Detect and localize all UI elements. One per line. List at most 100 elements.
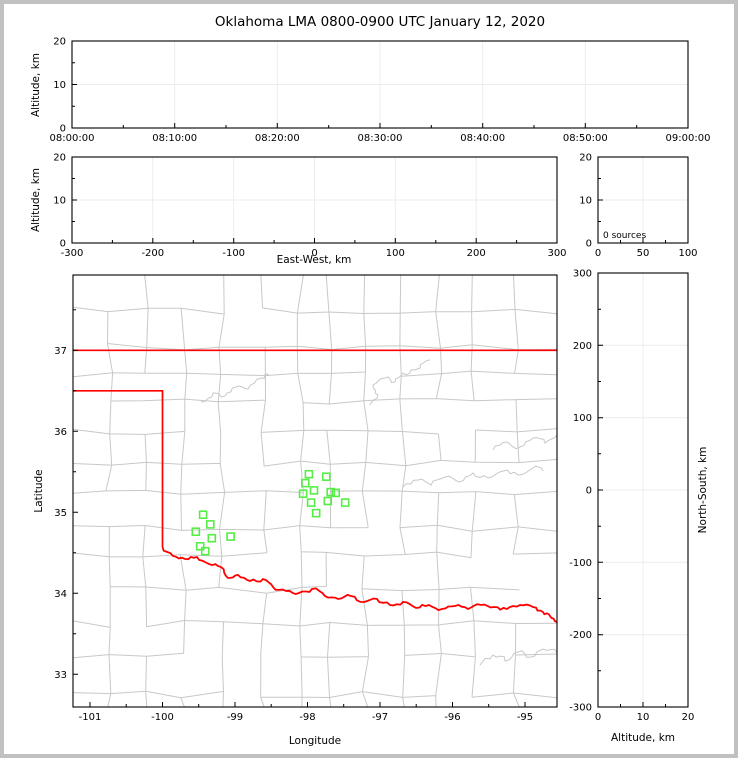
lma-stations	[191, 469, 350, 556]
x-axis-label-altitude-ns: Altitude, km	[611, 732, 675, 744]
panel-altitude-vs-time: 08:00:00 08:10:00 08:20:00 08:30:00 08:40:00…	[50, 37, 711, 145]
x-tick-label: 0	[595, 712, 601, 723]
panel-source-histogram: 0 50 100 0 10 20	[579, 153, 697, 260]
x-ticks	[71, 238, 558, 243]
station-marker	[340, 498, 350, 507]
x-tick-label: -200	[141, 248, 164, 259]
x-axis-label-eastwest: East-West, km	[277, 254, 352, 266]
y-tick-label: 10	[579, 196, 592, 207]
y-ticks	[598, 156, 603, 244]
y-tick-label: 100	[573, 413, 592, 424]
county-lines	[73, 275, 557, 707]
station-marker	[326, 487, 336, 497]
station-marker	[198, 510, 208, 520]
river-line	[492, 434, 557, 451]
source-count-annotation: 0 sources	[603, 231, 646, 241]
y-tick-label: 200	[573, 341, 592, 352]
x-tick-label: -100	[222, 248, 245, 259]
panel-altitude-vs-eastwest: -300 -200 -100 0 100 200 300 0 10 20	[53, 153, 566, 260]
panel-northsouth-vs-altitude: 0 10 20 -300 -200 -100 0 100 200 300	[569, 269, 694, 724]
x-tick-label: 100	[386, 248, 405, 259]
y-tick-label: -200	[569, 630, 592, 641]
x-tick-label: 0	[311, 248, 317, 259]
gridlines	[598, 273, 688, 707]
river-line	[402, 465, 544, 488]
y-axis-label-altitude-time: Altitude, km	[30, 53, 42, 117]
x-tick-label: 20	[682, 712, 695, 723]
station-marker	[309, 486, 319, 495]
x-tick-label: -95	[517, 712, 533, 723]
station-marker	[311, 508, 321, 518]
x-tick-label: -99	[227, 712, 243, 723]
panel-plan-view-map: -101 -100 -99 -98 -97 -96 -95 33 34 35 36 37	[54, 274, 558, 723]
y-tick-label: 0	[586, 486, 592, 497]
x-tick-label: 08:30:00	[358, 133, 403, 144]
y-tick-label: 33	[54, 670, 67, 681]
x-tick-label: 10	[637, 712, 650, 723]
y-ticks	[598, 272, 603, 708]
station-marker	[323, 496, 333, 506]
y-tick-label: 10	[53, 196, 66, 207]
x-tick-label: -101	[79, 712, 102, 723]
y-tick-label: 37	[54, 346, 67, 357]
x-ticks	[89, 702, 526, 707]
y-axis-label-northsouth: North-South, km	[697, 447, 709, 534]
river-line	[200, 373, 270, 403]
station-marker	[298, 489, 308, 499]
x-ticks	[71, 123, 689, 128]
station-marker	[300, 478, 310, 488]
y-tick-label: -300	[569, 703, 592, 714]
x-axis-label-longitude: Longitude	[289, 735, 341, 747]
y-tick-label: 0	[60, 124, 66, 135]
y-tick-label: 35	[54, 508, 67, 519]
x-ticks	[597, 238, 689, 243]
x-tick-label: 0	[595, 248, 601, 259]
station-marker	[321, 472, 331, 482]
x-tick-label: -97	[372, 712, 388, 723]
x-tick-label: 08:20:00	[255, 133, 300, 144]
station-marker	[206, 520, 215, 529]
y-tick-label: 0	[586, 239, 592, 250]
y-tick-label: 20	[53, 153, 66, 164]
y-tick-label: -100	[569, 558, 592, 569]
panel-frame	[72, 274, 558, 708]
x-tick-label: 08:00:00	[50, 133, 95, 144]
y-ticks	[72, 40, 77, 129]
x-tick-label: 08:50:00	[563, 133, 608, 144]
station-marker	[200, 546, 210, 556]
station-marker	[191, 527, 201, 537]
x-tick-label: 50	[637, 248, 650, 259]
station-marker	[226, 532, 235, 541]
station-marker	[207, 533, 217, 543]
y-tick-label: 34	[54, 589, 67, 600]
x-tick-label: 100	[678, 248, 697, 259]
x-tick-label: 08:10:00	[152, 133, 197, 144]
y-axis-label-altitude-ew: Altitude, km	[30, 168, 42, 232]
state-border	[73, 349, 557, 623]
x-tick-label: -300	[61, 248, 84, 259]
y-tick-label: 36	[54, 427, 67, 438]
y-ticks	[73, 309, 78, 675]
gridlines	[72, 41, 688, 128]
y-tick-label: 300	[573, 269, 592, 280]
x-tick-label: 08:40:00	[460, 133, 505, 144]
x-tick-label: 200	[467, 248, 486, 259]
station-marker	[331, 488, 341, 498]
station-marker	[306, 498, 316, 507]
x-ticks	[597, 702, 689, 707]
red-river-border	[161, 546, 557, 623]
gridlines	[598, 157, 688, 243]
y-tick-label: 0	[60, 239, 66, 250]
x-tick-label: 300	[547, 248, 566, 259]
figure-title: Oklahoma LMA 0800-0900 UTC January 12, 2…	[215, 14, 545, 30]
station-marker	[304, 469, 314, 479]
y-axis-label-latitude: Latitude	[33, 469, 45, 512]
x-tick-label: -100	[151, 712, 174, 723]
river-line	[479, 648, 557, 666]
station-marker	[195, 541, 205, 551]
gridlines	[72, 157, 557, 243]
x-tick-label: -98	[299, 712, 315, 723]
